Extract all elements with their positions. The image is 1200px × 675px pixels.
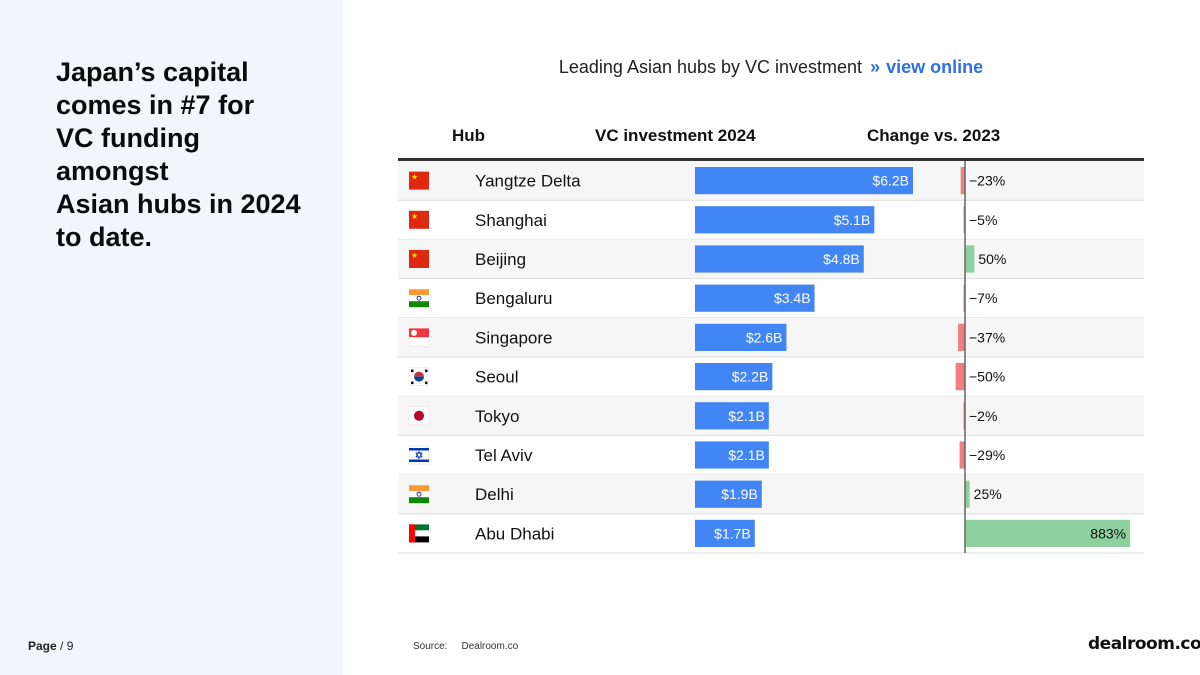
change-value-label: −50% [969,369,1005,385]
change-value-label: 50% [978,251,1006,267]
investment-value-label: $2.2B [732,369,769,385]
change-bar [965,480,970,508]
page-value: 9 [66,639,74,653]
change-value-label: −29% [969,447,1005,463]
change-value-label: −2% [969,408,997,424]
investment-bar [695,519,755,547]
page-label: Page [28,639,57,653]
hub-name-label: Tel Aviv [475,446,533,465]
change-bar [959,441,965,469]
change-value-label: −7% [969,290,997,306]
investment-value-label: $3.4B [774,290,811,306]
hub-name-label: Singapore [475,328,553,347]
change-bar [955,363,965,391]
page-separator: / [60,639,64,653]
investment-bar [695,363,773,391]
investment-value-label: $2.1B [728,447,765,463]
column-header-investment: VC investment 2024 [595,126,756,145]
change-bar [960,167,965,195]
svg-text:★: ★ [411,212,418,221]
investment-bar [695,402,769,430]
hub-name-label: Abu Dhabi [475,524,554,543]
investment-value-label: $1.9B [721,486,758,502]
investment-bar [695,167,913,195]
investment-bar [695,284,815,312]
svg-text:★: ★ [411,251,418,260]
investment-value-label: $1.7B [714,525,751,541]
dealroom-logo: dealroom.co [1088,634,1200,654]
uae-flag-icon [409,524,429,543]
japan-flag-icon [408,406,430,426]
change-value-label: −5% [969,212,997,228]
hub-name-label: Delhi [475,485,514,504]
change-value-label: −37% [969,329,1005,345]
investment-bar [695,245,864,273]
hub-name-label: Seoul [475,368,518,387]
china-flag-icon: ★ [409,171,429,190]
hub-name-label: Bengaluru [475,289,553,308]
column-header-hub: Hub [452,126,486,145]
india-flag-icon [409,289,429,308]
source-note: Source: Dealroom.co [413,641,532,652]
hub-name-label: Beijing [475,250,526,269]
investment-value-label: $2.6B [746,329,783,345]
china-flag-icon: ★ [409,250,429,268]
page-number: Page / 9 [28,639,73,653]
column-header-change: Change vs. 2023 [867,126,1001,145]
hub-name-label: Tokyo [475,407,519,426]
south-korea-flag-icon [408,367,430,386]
investment-bar [695,441,769,469]
row-background [398,474,1144,514]
change-value-label: −23% [969,173,1005,189]
investment-bar [695,323,787,351]
left-panel [0,0,342,675]
change-bar [958,323,965,351]
headline: Japan’s capital comes in #7 for VC fundi… [56,57,301,252]
view-online-link[interactable]: view online [886,57,984,77]
chart-title: Leading Asian hubs by VC investment » view… [398,57,1144,78]
investment-bar [695,206,875,234]
hub-table-chart: ★ Yangtze Delta $6.2B −23% ★ Shanghai $5.1B −5%… [398,158,1144,554]
investment-bar [695,480,762,508]
change-bar [965,245,975,273]
change-value-label: 883% [1090,525,1126,541]
source-value: Dealroom.co [461,641,519,652]
investment-value-label: $4.8B [823,251,860,267]
row-background [398,396,1144,436]
china-flag-icon: ★ [409,210,429,229]
investment-value-label: $5.1B [834,212,871,228]
israel-flag-icon [408,445,430,465]
investment-value-label: $6.2B [872,173,909,189]
investment-value-label: $2.1B [728,408,765,424]
change-bar [965,519,1131,547]
hub-name-label: Yangtze Delta [475,172,581,191]
india-flag-icon [409,485,429,504]
source-label: Source: [413,641,448,652]
singapore-flag-icon [408,328,430,347]
change-value-label: 25% [974,486,1002,502]
hub-name-label: Shanghai [475,211,547,230]
svg-text:★: ★ [411,173,418,182]
chart-title-text: Leading Asian hubs by VC investment [558,57,863,77]
chevron-double-right-icon: » [870,57,881,77]
